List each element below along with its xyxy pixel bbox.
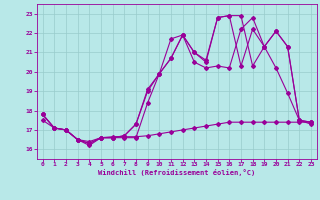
X-axis label: Windchill (Refroidissement éolien,°C): Windchill (Refroidissement éolien,°C) [98, 169, 255, 176]
